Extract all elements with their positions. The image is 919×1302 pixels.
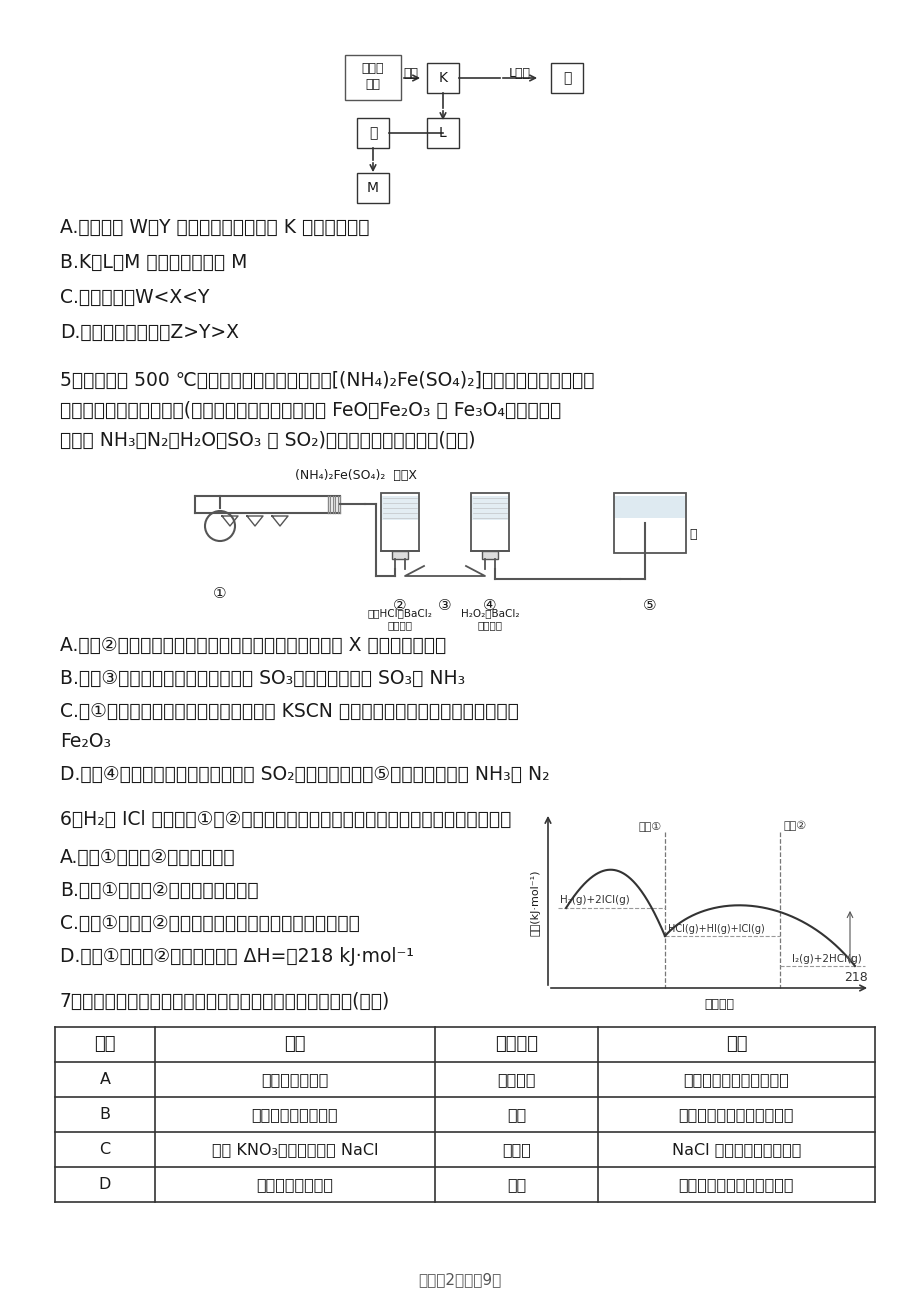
Text: 足量HCl和BaCl₂
混合溶液: 足量HCl和BaCl₂ 混合溶液 — [368, 608, 432, 630]
Text: 能量(kJ·mol⁻¹): 能量(kJ·mol⁻¹) — [530, 870, 540, 936]
Text: NaCl 在水中的溶解度很大: NaCl 在水中的溶解度很大 — [671, 1142, 800, 1157]
Text: A.装置②用于检验分解产物中是否有水蒸气生成，试剂 X 最好选用碱石灰: A.装置②用于检验分解产物中是否有水蒸气生成，试剂 X 最好选用碱石灰 — [60, 635, 446, 655]
Text: 分液: 分液 — [506, 1107, 526, 1122]
FancyBboxPatch shape — [357, 118, 389, 148]
FancyBboxPatch shape — [426, 118, 459, 148]
FancyBboxPatch shape — [482, 551, 497, 559]
Text: A: A — [99, 1072, 110, 1087]
Text: 丙的液
溶液: 丙的液 溶液 — [361, 62, 384, 91]
Text: 试卷第2页，总9页: 试卷第2页，总9页 — [418, 1272, 501, 1286]
Text: C.反应①比反应②的速率慢，与相应正反应的活化能无关: C.反应①比反应②的速率慢，与相应正反应的活化能无关 — [60, 914, 359, 934]
Text: ①: ① — [213, 586, 227, 602]
Text: C.原子半径：W<X<Y: C.原子半径：W<X<Y — [60, 288, 210, 307]
Text: 甲: 甲 — [369, 126, 377, 141]
Text: B: B — [99, 1107, 110, 1122]
Text: 218: 218 — [844, 971, 867, 984]
Text: 6．H₂与 ICl 的反应分①、②两步进行，其能量曲线如图所示，下列错误的是（　）: 6．H₂与 ICl 的反应分①、②两步进行，其能量曲线如图所示，下列错误的是（ … — [60, 810, 511, 829]
Text: 分离溶于水的碘: 分离溶于水的碘 — [261, 1072, 328, 1087]
FancyBboxPatch shape — [613, 493, 686, 553]
Text: 选项: 选项 — [94, 1035, 116, 1053]
Text: D.反应①、反应②的焓变之和为 ΔH=－218 kJ·mol⁻¹: D.反应①、反应②的焓变之和为 ΔH=－218 kJ·mol⁻¹ — [60, 947, 414, 966]
FancyBboxPatch shape — [471, 493, 508, 551]
Text: 水: 水 — [688, 529, 696, 542]
Text: 反应①: 反应① — [638, 822, 661, 831]
Text: 蒸馏: 蒸馏 — [506, 1177, 526, 1193]
Text: D.元素的非金属性：Z>Y>X: D.元素的非金属性：Z>Y>X — [60, 323, 239, 342]
Text: 目的: 目的 — [284, 1035, 305, 1053]
Text: 丁醇与乙醚的沸点相差较大: 丁醇与乙醚的沸点相差较大 — [678, 1177, 793, 1193]
Text: 乙醇萃取: 乙醇萃取 — [496, 1072, 535, 1087]
Text: M: M — [367, 181, 379, 195]
Text: B.K、L、M 中沸点最高的是 M: B.K、L、M 中沸点最高的是 M — [60, 253, 247, 272]
Text: 加热: 加热 — [403, 66, 418, 79]
Text: 乙酸乙酯和乙醇的密度不同: 乙酸乙酯和乙醇的密度不同 — [678, 1107, 793, 1122]
Text: 5．实验室在 500 ℃时隔绝空气加热硫酸亚铁铵[(NH₄)₂Fe(SO₄)₂]至分解完全并确定分解: 5．实验室在 500 ℃时隔绝空气加热硫酸亚铁铵[(NH₄)₂Fe(SO₄)₂]… — [60, 371, 594, 391]
Text: 分离方法: 分离方法 — [494, 1035, 538, 1053]
Text: 7．下列实验中，所采取的分离方法与对应原理都正确的是(　　): 7．下列实验中，所采取的分离方法与对应原理都正确的是( ) — [60, 992, 390, 1010]
Text: D.装置④用于检验分解产物中是否有 SO₂气体生成，装置⑤用于收集生成的 NH₃和 N₂: D.装置④用于检验分解产物中是否有 SO₂气体生成，装置⑤用于收集生成的 NH₃… — [60, 766, 549, 784]
Text: 丙: 丙 — [562, 72, 571, 85]
Text: (NH₄)₂Fe(SO₄)₂  试剂X: (NH₄)₂Fe(SO₄)₂ 试剂X — [295, 469, 416, 482]
Text: 可能有 NH₃、N₂、H₂O、SO₃ 和 SO₂)。下列说法中正确的是(　　): 可能有 NH₃、N₂、H₂O、SO₃ 和 SO₂)。下列说法中正确的是( ) — [60, 431, 475, 450]
Text: ②: ② — [392, 598, 406, 613]
FancyBboxPatch shape — [380, 493, 418, 551]
Text: 除去 KNO₃固体中混杂的 NaCl: 除去 KNO₃固体中混杂的 NaCl — [211, 1142, 378, 1157]
FancyBboxPatch shape — [381, 496, 417, 519]
Text: ⑤: ⑤ — [642, 598, 656, 613]
FancyBboxPatch shape — [345, 55, 401, 100]
Text: K: K — [438, 72, 447, 85]
Text: 分离乙酸乙酯和乙醇: 分离乙酸乙酯和乙醇 — [252, 1107, 338, 1122]
Text: A.反应①、反应②均为放热反应: A.反应①、反应②均为放热反应 — [60, 848, 235, 867]
Text: A.丙也可由 W、Y 组成的某种化合物与 K 直接反应制得: A.丙也可由 W、Y 组成的某种化合物与 K 直接反应制得 — [60, 217, 369, 237]
Text: B.装置③用于检验分解产物中是否有 SO₃气体生成并除去 SO₃和 NH₃: B.装置③用于检验分解产物中是否有 SO₃气体生成并除去 SO₃和 NH₃ — [60, 669, 465, 687]
Text: 碘在乙醇中的溶解度较大: 碘在乙醇中的溶解度较大 — [683, 1072, 789, 1087]
Text: I₂(g)+2HCl(g): I₂(g)+2HCl(g) — [791, 954, 861, 963]
Text: C.取①中固体残留物与稀硫酸反应并滴加 KSCN 溶液，溶液变红色，则残留物一定为: C.取①中固体残留物与稀硫酸反应并滴加 KSCN 溶液，溶液变红色，则残留物一定… — [60, 702, 518, 721]
Text: H₂O₂和BaCl₂
混合溶液: H₂O₂和BaCl₂ 混合溶液 — [460, 608, 518, 630]
Text: H₂(g)+2ICl(g): H₂(g)+2ICl(g) — [560, 894, 630, 905]
Text: ④: ④ — [482, 598, 496, 613]
FancyBboxPatch shape — [471, 496, 507, 519]
FancyBboxPatch shape — [357, 173, 389, 203]
Text: ③: ③ — [437, 598, 451, 613]
Text: L、乙: L、乙 — [508, 66, 530, 79]
Text: D: D — [98, 1177, 111, 1193]
Text: B.反应①、反应②均为氧化还原反应: B.反应①、反应②均为氧化还原反应 — [60, 881, 258, 900]
FancyBboxPatch shape — [391, 551, 407, 559]
FancyBboxPatch shape — [426, 62, 459, 92]
Text: 反应②: 反应② — [782, 822, 806, 832]
Text: C: C — [99, 1142, 110, 1157]
Text: HCl(g)+HI(g)+ICl(g): HCl(g)+HI(g)+ICl(g) — [667, 924, 764, 934]
Text: 反应过程: 反应过程 — [703, 999, 733, 1010]
FancyBboxPatch shape — [614, 496, 685, 518]
Text: 重结晶: 重结晶 — [502, 1142, 530, 1157]
Text: L: L — [438, 126, 447, 141]
Text: 产物成分的装置如图所示(已知分解的固体产物可能有 FeO、Fe₂O₃ 和 Fe₃O₄，气体产物: 产物成分的装置如图所示(已知分解的固体产物可能有 FeO、Fe₂O₃ 和 Fe₃… — [60, 401, 561, 421]
FancyBboxPatch shape — [550, 62, 583, 92]
Text: 除去丁醇中的乙醚: 除去丁醇中的乙醚 — [256, 1177, 333, 1193]
Text: 原理: 原理 — [725, 1035, 746, 1053]
Text: Fe₂O₃: Fe₂O₃ — [60, 732, 111, 751]
